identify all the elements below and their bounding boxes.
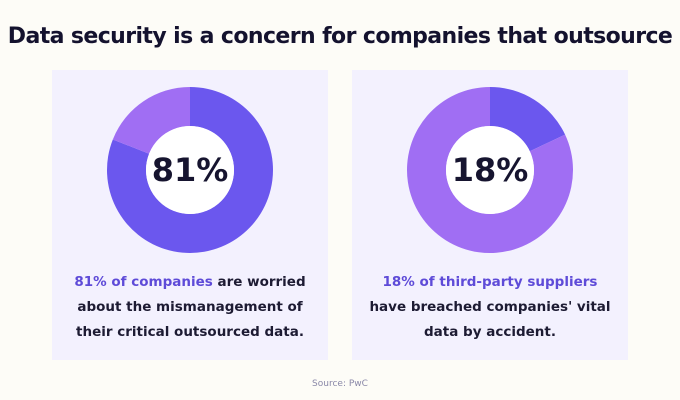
donut-slice-1	[490, 87, 566, 152]
caption-text: are worried	[212, 274, 306, 290]
caption-text: data by accident.	[424, 324, 556, 340]
caption-text: about the mismanagement of	[77, 299, 303, 315]
donut-slice-1	[107, 87, 273, 253]
caption-text: their critical outsourced data.	[76, 324, 304, 340]
caption-highlight: 81% of companies	[74, 274, 213, 290]
donut-hole	[146, 126, 234, 214]
stat-caption: 18% of third-party suppliers have breach…	[352, 270, 628, 345]
donut-slice-2	[407, 87, 573, 254]
donut-slice-2	[112, 87, 190, 154]
center-percentage: 18%	[451, 151, 529, 189]
stat-card-companies: 81% 81% of companies are worried about t…	[52, 70, 328, 360]
donut-hole	[446, 126, 534, 214]
source-note: Source: PwC	[312, 379, 368, 389]
center-percentage: 81%	[151, 151, 229, 189]
chart-title: Data security is a concern for companies…	[7, 24, 673, 49]
stat-caption: 81% of companies are worried about the m…	[52, 270, 328, 345]
donut-chart-companies	[107, 87, 273, 253]
donut-chart-suppliers	[407, 87, 573, 254]
stat-card-suppliers: 18% 18% of third-party suppliers have br…	[352, 70, 628, 360]
caption-text: have breached companies' vital	[369, 299, 611, 315]
caption-highlight: 18% of third-party suppliers	[382, 274, 598, 290]
